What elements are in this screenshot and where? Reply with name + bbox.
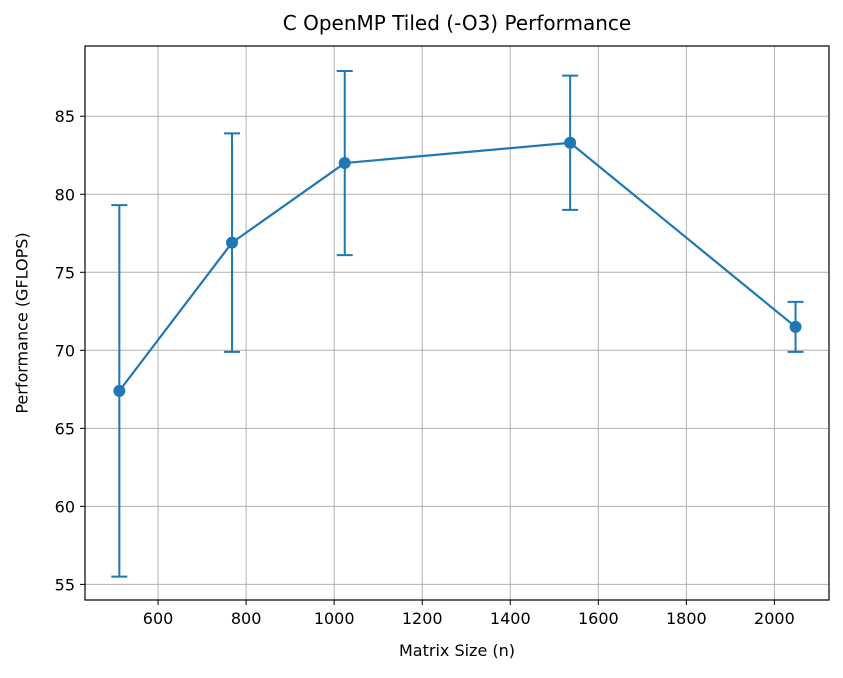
data-point — [113, 384, 126, 397]
x-tick-label: 1600 — [578, 609, 619, 628]
y-tick-label: 70 — [55, 341, 75, 360]
x-axis-label: Matrix Size (n) — [398, 641, 515, 660]
y-tick-label: 65 — [55, 419, 75, 438]
x-tick-label: 1200 — [402, 609, 443, 628]
series-line — [118, 141, 797, 392]
y-tick-label: 80 — [55, 185, 75, 204]
x-tick-label: 1400 — [490, 609, 531, 628]
data-point — [338, 157, 351, 170]
plot-frame — [84, 45, 830, 601]
x-tick-label: 600 — [143, 609, 174, 628]
y-tick-label: 60 — [55, 497, 75, 516]
y-tick-label: 75 — [55, 263, 75, 282]
data-point — [789, 320, 802, 333]
y-tick-label: 55 — [55, 575, 75, 594]
y-axis-label: Performance (GFLOPS) — [12, 232, 32, 414]
data-point — [226, 236, 239, 249]
data-point — [564, 136, 577, 149]
x-tick-label: 1000 — [314, 609, 355, 628]
chart-title: C OpenMP Tiled (-O3) Performance — [282, 11, 632, 35]
x-tick-label: 2000 — [754, 609, 795, 628]
x-tick-label: 1800 — [666, 609, 707, 628]
x-tick-label: 800 — [231, 609, 262, 628]
y-tick-label: 85 — [55, 107, 75, 126]
